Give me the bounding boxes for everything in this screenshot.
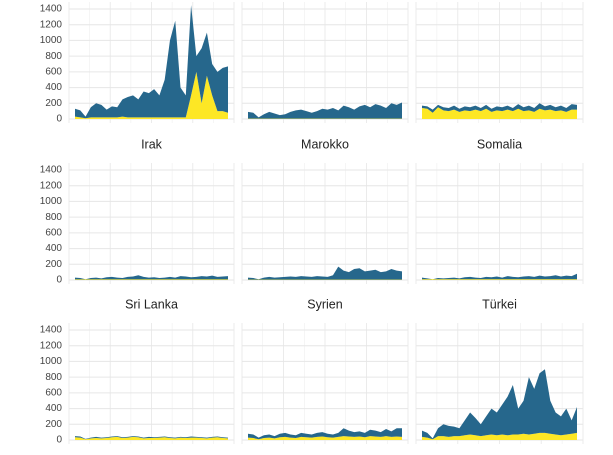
panel-title: Sri Lanka bbox=[125, 297, 178, 311]
y-tick-label: 800 bbox=[45, 212, 62, 223]
panel-title: Somalia bbox=[477, 137, 522, 151]
y-tick-label: 1000 bbox=[40, 35, 63, 46]
y-tick-label: 400 bbox=[45, 243, 62, 254]
y-tick-label: 1000 bbox=[40, 196, 63, 207]
y-tick-label: 200 bbox=[45, 98, 62, 109]
y-tick-label: 600 bbox=[45, 387, 62, 398]
y-tick-label: 400 bbox=[45, 403, 62, 414]
y-tick-label: 1200 bbox=[40, 180, 63, 191]
y-tick-label: 600 bbox=[45, 227, 62, 238]
area bbox=[75, 279, 228, 280]
y-tick-label: 800 bbox=[45, 372, 62, 383]
y-tick-label: 600 bbox=[45, 66, 62, 77]
y-tick-label: 1200 bbox=[40, 19, 63, 30]
y-tick-label: 0 bbox=[56, 275, 62, 286]
y-tick-label: 1200 bbox=[40, 340, 63, 351]
y-tick-label: 0 bbox=[56, 435, 62, 446]
y-tick-label: 1400 bbox=[40, 165, 63, 176]
y-tick-label: 200 bbox=[45, 259, 62, 270]
y-tick-label: 800 bbox=[45, 51, 62, 62]
panel-title: Syrien bbox=[307, 297, 342, 311]
y-tick-label: 1000 bbox=[40, 356, 63, 367]
y-tick-label: 0 bbox=[56, 114, 62, 125]
panel-title: Marokko bbox=[301, 137, 349, 151]
area bbox=[422, 279, 577, 280]
y-tick-label: 1400 bbox=[40, 4, 63, 15]
y-tick-label: 400 bbox=[45, 82, 62, 93]
panel-title: Türkei bbox=[482, 297, 517, 311]
y-tick-label: 200 bbox=[45, 419, 62, 430]
panel-title: Irak bbox=[141, 137, 163, 151]
y-tick-label: 1400 bbox=[40, 325, 63, 336]
